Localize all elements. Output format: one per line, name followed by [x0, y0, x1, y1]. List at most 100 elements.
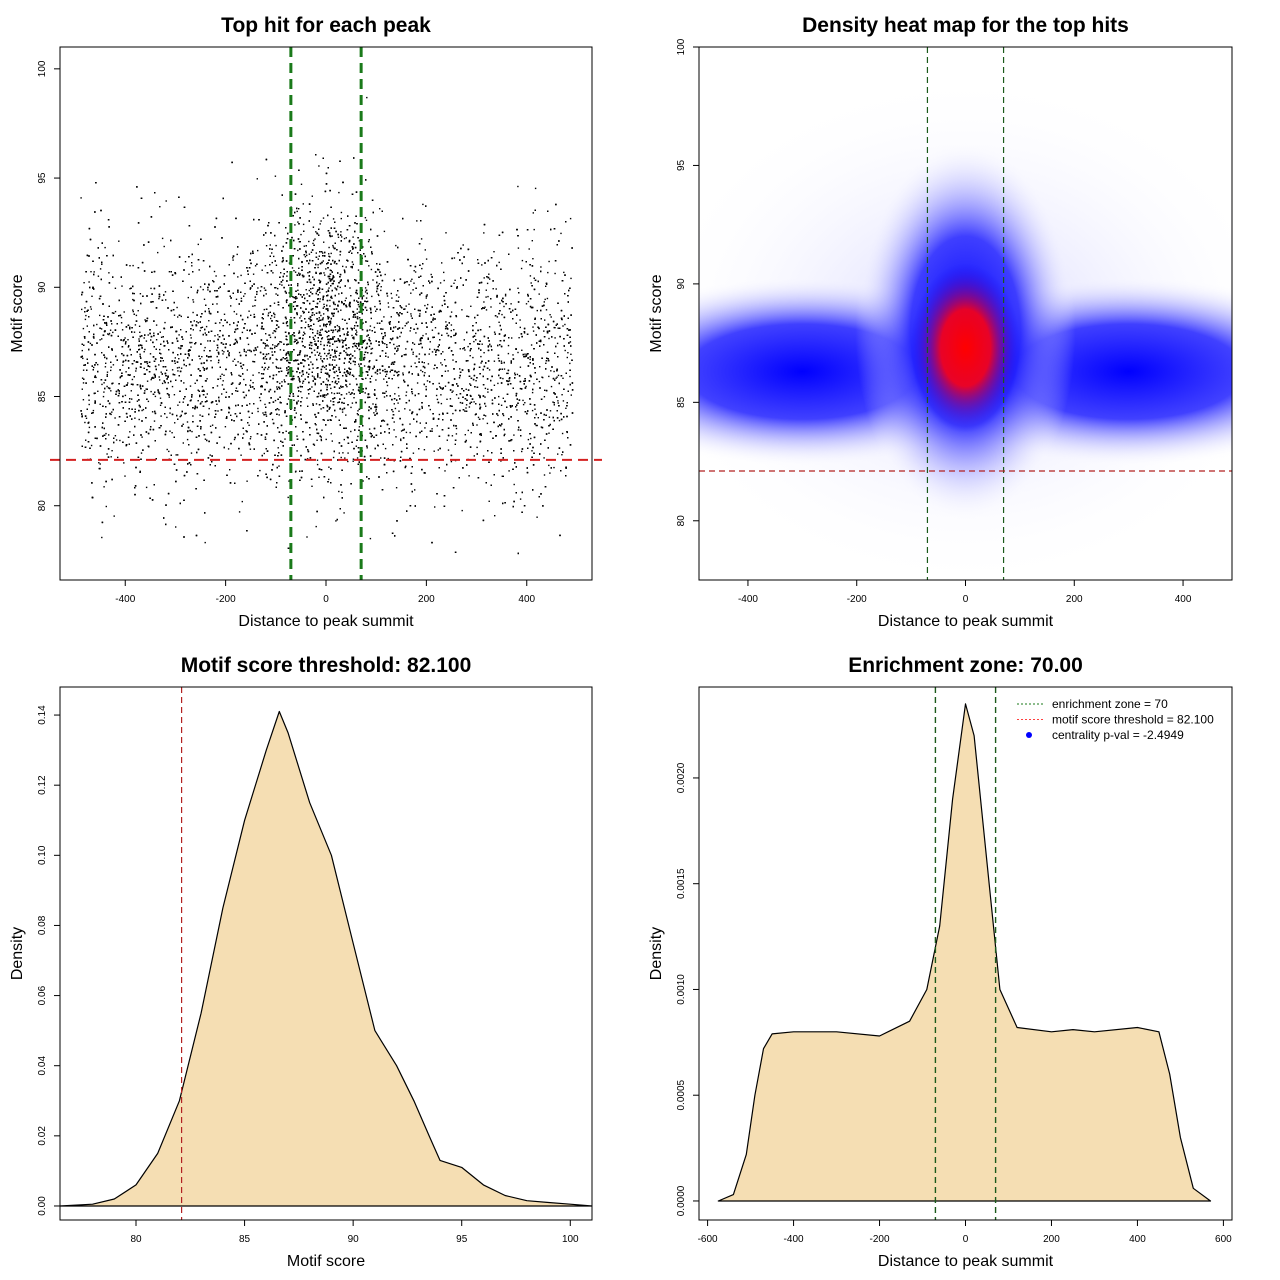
- data-point: [454, 443, 456, 445]
- data-point: [349, 287, 351, 289]
- data-point: [278, 409, 280, 411]
- data-point: [318, 287, 321, 289]
- data-point: [354, 279, 356, 281]
- data-point: [312, 367, 314, 369]
- data-point: [553, 404, 555, 406]
- data-point: [168, 450, 170, 453]
- data-point: [397, 402, 399, 404]
- data-point: [369, 325, 372, 327]
- data-point: [499, 302, 501, 305]
- data-point: [300, 233, 302, 236]
- data-point: [410, 313, 412, 315]
- data-point: [124, 343, 127, 345]
- data-point: [222, 380, 224, 382]
- data-point: [432, 317, 434, 319]
- data-point: [570, 394, 572, 396]
- data-point: [287, 352, 290, 355]
- data-point: [264, 436, 267, 438]
- data-point: [264, 347, 266, 349]
- data-point: [124, 394, 127, 397]
- data-point: [305, 289, 307, 291]
- data-point: [416, 220, 418, 222]
- data-point: [82, 399, 85, 401]
- data-point: [98, 462, 100, 464]
- data-point: [265, 413, 267, 416]
- data-point: [523, 332, 526, 334]
- data-point: [95, 376, 97, 379]
- data-point: [263, 452, 265, 455]
- data-point: [330, 295, 333, 298]
- data-point: [88, 426, 91, 429]
- data-point: [465, 388, 467, 390]
- data-point: [419, 422, 421, 424]
- data-point: [285, 301, 288, 304]
- data-point: [517, 429, 519, 431]
- data-point: [340, 386, 343, 388]
- data-point: [103, 382, 105, 384]
- data-point: [561, 454, 563, 456]
- data-point: [475, 332, 477, 335]
- data-point: [143, 337, 145, 339]
- data-point: [371, 375, 373, 377]
- data-point: [190, 346, 192, 348]
- data-point: [315, 343, 317, 345]
- data-point: [115, 439, 118, 441]
- data-point: [341, 346, 344, 348]
- data-point: [344, 368, 346, 370]
- data-point: [296, 210, 298, 213]
- data-point: [478, 394, 480, 396]
- data-point: [457, 397, 460, 399]
- data-point: [325, 268, 327, 270]
- data-point: [236, 253, 238, 256]
- data-point: [518, 337, 520, 339]
- data-point: [396, 345, 398, 348]
- data-point: [501, 475, 503, 477]
- data-point: [123, 311, 125, 313]
- data-point: [159, 331, 161, 333]
- data-point: [177, 404, 179, 406]
- data-point: [365, 260, 367, 262]
- data-point: [230, 305, 232, 307]
- data-point: [120, 316, 123, 319]
- data-point: [320, 439, 323, 442]
- data-point: [153, 420, 156, 422]
- data-point: [294, 224, 296, 226]
- data-point: [337, 381, 340, 383]
- data-point: [322, 260, 324, 262]
- data-point: [321, 337, 324, 339]
- data-point: [228, 352, 230, 354]
- data-point: [565, 407, 567, 409]
- data-point: [312, 336, 314, 339]
- data-point: [422, 334, 424, 337]
- data-point: [333, 377, 335, 379]
- data-point: [238, 374, 240, 377]
- data-point: [429, 408, 431, 411]
- data-point: [463, 339, 465, 341]
- data-point: [272, 272, 274, 274]
- data-point: [125, 371, 127, 373]
- data-point: [455, 433, 458, 435]
- data-point: [297, 221, 299, 223]
- data-point: [451, 435, 454, 437]
- data-point: [373, 326, 376, 329]
- data-point: [533, 228, 535, 231]
- data-point: [383, 378, 385, 380]
- data-point: [259, 290, 262, 292]
- data-point: [206, 378, 208, 380]
- data-point: [325, 368, 327, 370]
- data-point: [150, 378, 152, 381]
- data-point: [420, 238, 423, 240]
- data-point: [493, 331, 496, 333]
- data-point: [269, 334, 271, 336]
- data-point: [323, 366, 326, 369]
- data-point: [484, 306, 486, 308]
- data-point: [421, 267, 423, 270]
- data-point: [441, 304, 443, 307]
- data-point: [302, 223, 305, 226]
- data-point: [145, 388, 147, 390]
- data-point: [306, 536, 308, 538]
- data-point: [285, 300, 288, 302]
- data-point: [414, 362, 416, 364]
- data-point: [171, 432, 173, 434]
- data-point: [323, 306, 325, 308]
